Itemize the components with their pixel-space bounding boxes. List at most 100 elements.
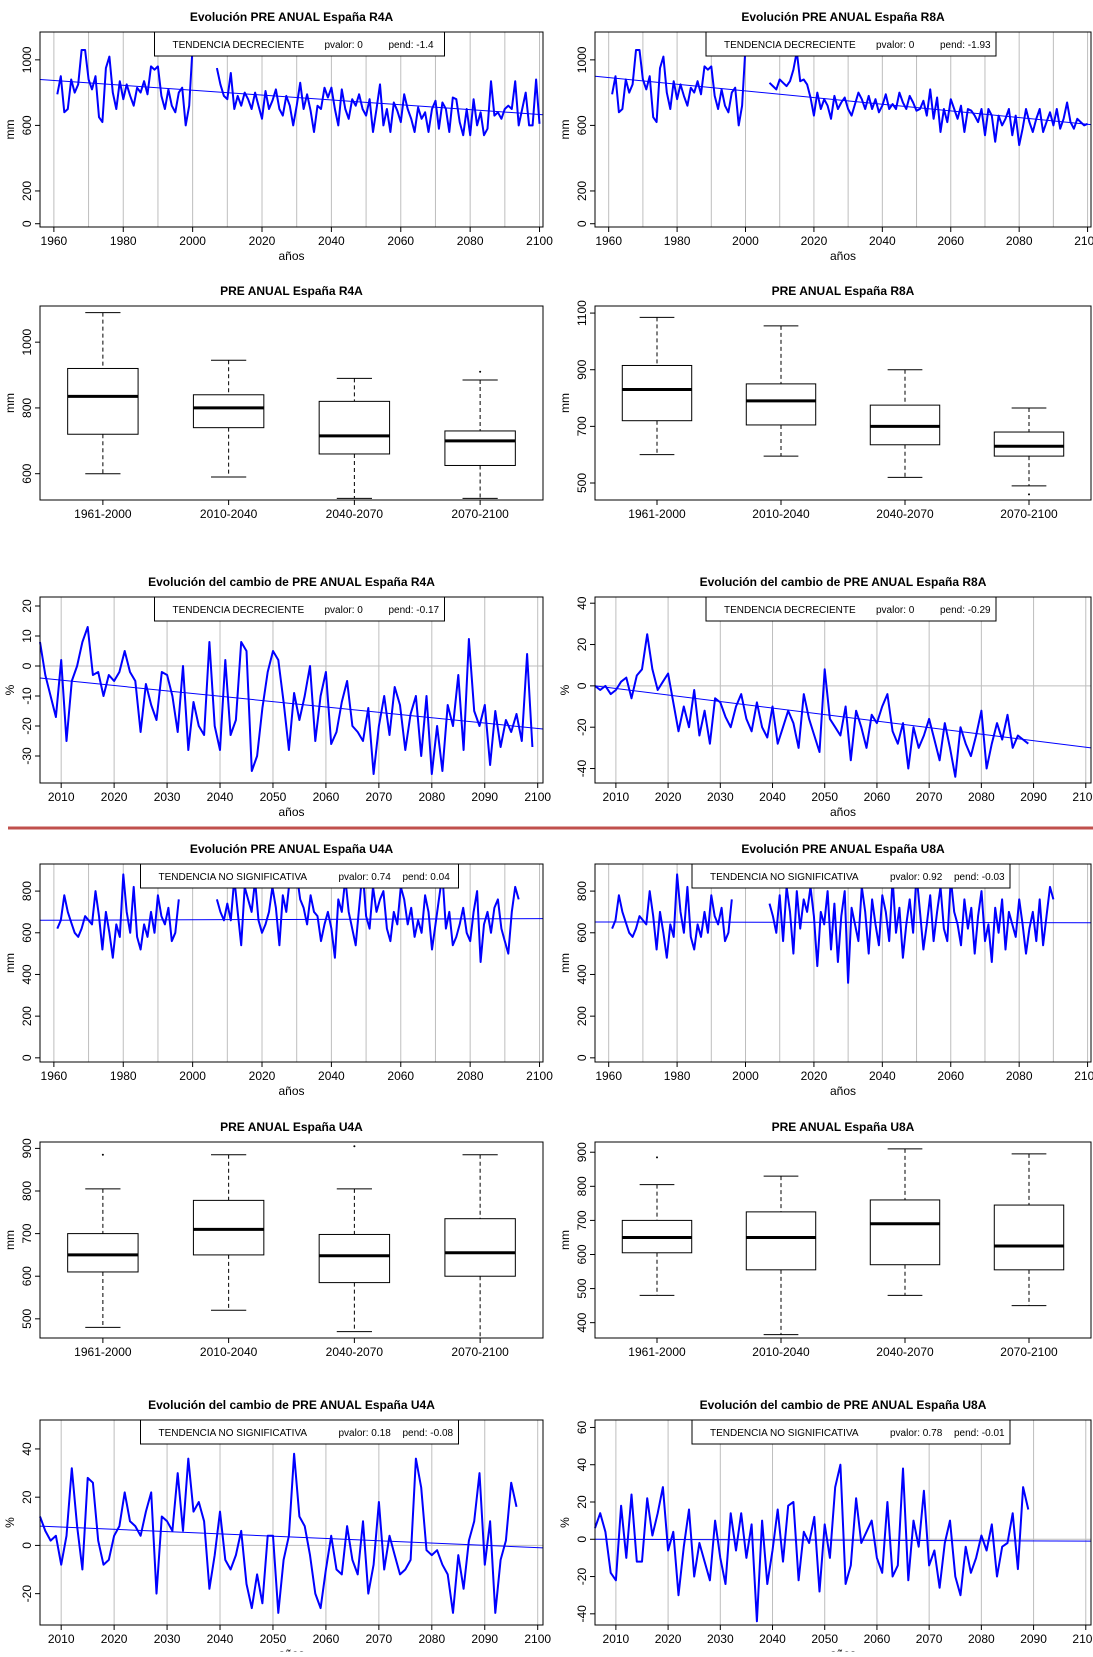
- box-2040-2070: [869, 369, 941, 478]
- chart-title: Evolución del cambio de PRE ANUAL España…: [148, 1398, 435, 1412]
- x-tick-label: 2050: [811, 790, 838, 804]
- chart-title: PRE ANUAL España U8A: [772, 1120, 915, 1134]
- legend-box: [154, 31, 445, 57]
- x-tick-label: 2060: [937, 234, 964, 248]
- y-tick-label: 40: [575, 596, 589, 610]
- plot-frame: [594, 1141, 1092, 1339]
- legend-box: [140, 1419, 459, 1445]
- x-tick-label: 2060: [864, 1632, 891, 1646]
- category-label: 2040-2070: [876, 507, 934, 521]
- box-body: [993, 431, 1065, 457]
- legend-box: [154, 596, 445, 622]
- category-label: 2010-2040: [200, 507, 258, 521]
- y-tick-label: 700: [575, 1210, 589, 1230]
- y-tick-label: -20: [575, 718, 589, 736]
- chart-title: PRE ANUAL España R4A: [220, 284, 363, 298]
- y-tick-label: 600: [20, 922, 34, 942]
- x-tick-label: 2070: [916, 1632, 943, 1646]
- plot-frame: [39, 31, 544, 228]
- x-tick-label: 2050: [260, 790, 287, 804]
- y-tick-label: 1000: [575, 46, 589, 73]
- chart-title: Evolución del cambio de PRE ANUAL España…: [700, 575, 987, 589]
- y-axis-label: mm: [558, 953, 572, 973]
- y-tick-label: 400: [20, 964, 34, 984]
- x-tick-label: 1980: [110, 234, 137, 248]
- x-tick-label: 2010: [48, 790, 75, 804]
- chart-panel-c4: PRE ANUAL España R8A 1961-2000 2010-2040 20…: [558, 284, 1092, 521]
- x-tick-label: 2030: [707, 1632, 734, 1646]
- y-tick-label: 600: [575, 922, 589, 942]
- legend-box: [705, 596, 997, 622]
- y-tick-label: 700: [20, 1223, 34, 1243]
- x-tick-label: 2100: [1072, 790, 1093, 804]
- y-axis-label: mm: [558, 120, 572, 140]
- legend-pend: pend: -1.93: [940, 40, 991, 51]
- outlier-point: [101, 1153, 104, 1156]
- x-tick-label: 2080: [418, 1632, 445, 1646]
- y-tick-label: 40: [575, 1458, 589, 1472]
- y-tick-label: 10: [20, 629, 34, 643]
- y-tick-label: 200: [20, 181, 34, 201]
- x-tick-label: 2040: [318, 1069, 345, 1083]
- legend-pvalor: pvalor: 0.78: [890, 1428, 943, 1439]
- box-2070-2100: [993, 1153, 1065, 1307]
- y-tick-label: -40: [575, 760, 589, 778]
- y-tick-label: 900: [575, 359, 589, 379]
- x-tick-label: 2080: [457, 234, 484, 248]
- x-tick-label: 2010: [603, 790, 630, 804]
- x-axis-label: años: [278, 805, 304, 819]
- trend-line: [594, 1538, 1092, 1542]
- series-line: [215, 869, 520, 963]
- legend-tendencia: TENDENCIA NO SIGNIFICATIVA: [159, 872, 308, 883]
- x-tick-label: 2020: [801, 1069, 828, 1083]
- y-tick-label: 0: [20, 1054, 34, 1061]
- legend-pend: pend: -0.03: [954, 872, 1005, 883]
- series-line: [39, 626, 534, 775]
- category-label: 2070-2100: [451, 1345, 509, 1359]
- x-tick-label: 2080: [418, 790, 445, 804]
- y-tick-label: 20: [20, 599, 34, 613]
- box-body: [621, 364, 693, 422]
- box-body: [67, 367, 139, 435]
- x-tick-label: 2060: [313, 1632, 340, 1646]
- outlier-point: [479, 370, 482, 373]
- y-axis-label: mm: [558, 1230, 572, 1250]
- chart-title: Evolución PRE ANUAL España U4A: [190, 842, 394, 856]
- chart-panel-c7: Evolución PRE ANUAL España U4A TENDENCIA …: [3, 842, 553, 1098]
- chart-title: PRE ANUAL España U4A: [220, 1120, 363, 1134]
- x-tick-label: 1980: [664, 234, 691, 248]
- y-tick-label: 0: [575, 1536, 589, 1543]
- plot-frame: [594, 305, 1092, 501]
- y-axis-label: mm: [558, 393, 572, 413]
- chart-panel-c2: Evolución PRE ANUAL España R8A TENDENCIA …: [558, 10, 1093, 263]
- legend-pvalor: pvalor: 0.74: [339, 872, 392, 883]
- series-line: [39, 1452, 518, 1614]
- x-tick-label: 2080: [1006, 234, 1033, 248]
- x-tick-label: 2090: [1020, 1632, 1047, 1646]
- x-axis-label: años: [830, 249, 856, 263]
- plot-frame: [39, 305, 544, 501]
- x-tick-label: 2010: [603, 1632, 630, 1646]
- chart-panel-c8: Evolución PRE ANUAL España U8A TENDENCIA …: [558, 842, 1093, 1098]
- category-label: 2070-2100: [1000, 507, 1058, 521]
- legend-pend: pend: -0.29: [940, 605, 991, 616]
- legend-tendencia: TENDENCIA DECRECIENTE: [724, 605, 856, 616]
- category-label: 2070-2100: [1000, 1345, 1058, 1359]
- x-tick-label: 2090: [1020, 790, 1047, 804]
- box-body: [67, 1233, 139, 1273]
- y-tick-label: 20: [575, 1495, 589, 1509]
- x-tick-label: 2040: [759, 790, 786, 804]
- box-body: [444, 1218, 516, 1277]
- box-body: [192, 1199, 265, 1256]
- legend-pvalor: pvalor: 0: [325, 40, 364, 51]
- y-axis-label: %: [558, 684, 572, 695]
- plot-frame: [594, 1419, 1092, 1626]
- y-tick-label: 200: [575, 181, 589, 201]
- y-tick-label: -20: [575, 1568, 589, 1586]
- box-2040-2070: [318, 1145, 391, 1333]
- box-2070-2100: [444, 370, 516, 499]
- category-label: 2070-2100: [451, 507, 509, 521]
- series-line: [768, 873, 1055, 984]
- y-axis-label: %: [3, 1517, 17, 1528]
- chart-panel-c5: Evolución del cambio de PRE ANUAL España…: [3, 575, 551, 819]
